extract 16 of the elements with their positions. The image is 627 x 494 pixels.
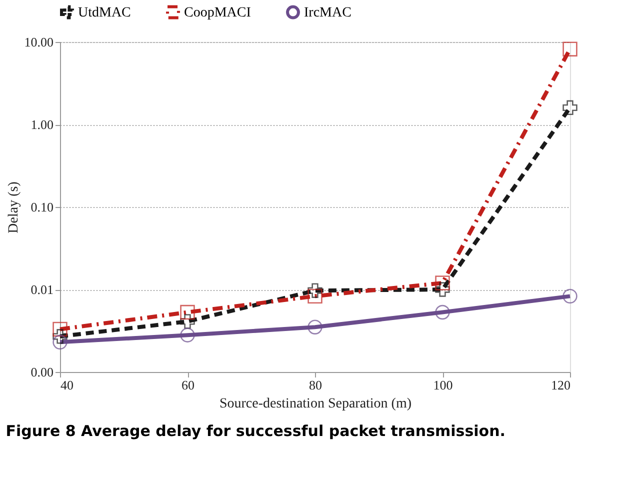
y-tick-label: 0.10: [30, 200, 54, 214]
text: Figure 8 Average delay for successful packet transmission.: [6, 422, 506, 440]
y-tick-label: 0.01: [30, 282, 54, 297]
legend-label: CoopMACI: [184, 5, 252, 20]
y-tick-label: 1.00: [30, 117, 54, 132]
x-tick-label: 80: [309, 378, 322, 392]
x-tick-label: 60: [182, 378, 194, 392]
legend-label: UtdMAC: [78, 5, 131, 20]
x-axis-title: Source-destination Separation (m): [219, 396, 412, 412]
y-tick-label: 10.00: [24, 34, 54, 50]
y-axis-title: Delay (s): [6, 181, 22, 234]
x-tick-label: 100: [433, 378, 453, 392]
y-tick-label: 0.00: [30, 364, 54, 380]
x-tick-label: 120: [551, 378, 570, 392]
x-tick-label: 40: [60, 378, 74, 392]
legend-label: IrcMAC: [304, 5, 352, 20]
